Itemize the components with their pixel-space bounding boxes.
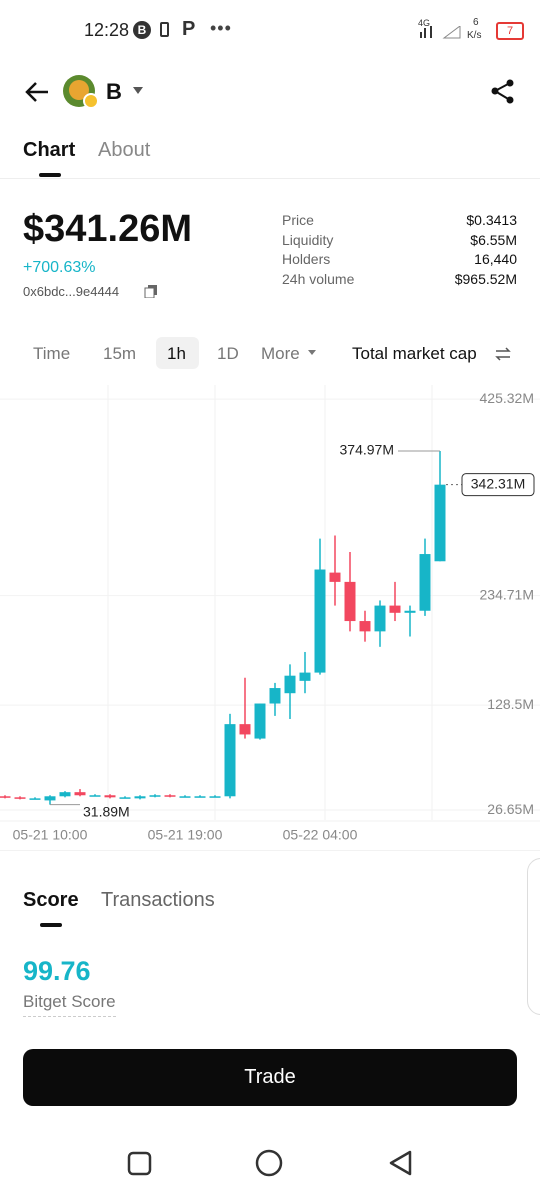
x-tick-label: 05-22 04:00 <box>283 827 358 843</box>
tab-chart[interactable]: Chart <box>23 139 76 161</box>
candle-body <box>134 796 146 799</box>
side-widget[interactable] <box>527 858 540 1015</box>
nav-recents[interactable] <box>127 1151 152 1176</box>
candle-body <box>119 797 131 799</box>
stat-label: Price <box>282 212 314 228</box>
more-dots: ••• <box>210 18 232 38</box>
candle-body <box>74 792 86 796</box>
interval[interactable]: 1h <box>167 344 186 363</box>
candle-body <box>284 675 296 694</box>
chart: 26.65M 128.5M 234.71M 425.32M 05-21 10:00 05-… <box>0 385 540 843</box>
candle-body <box>59 792 71 797</box>
stat-label: 24h volume <box>282 270 355 287</box>
notif-icon: B <box>133 21 151 39</box>
stat-value: $965.52M <box>454 270 517 287</box>
candle-body <box>344 581 356 622</box>
tab-about[interactable]: About <box>98 139 151 161</box>
candle-body <box>89 795 101 797</box>
interval[interactable]: 15m <box>103 344 137 363</box>
y-tick-label: 234.71M <box>480 586 534 602</box>
back-button[interactable] <box>24 80 50 104</box>
candle-body <box>254 703 266 739</box>
current-label: 342.31M <box>471 475 525 491</box>
notif-icon: P <box>182 18 196 40</box>
candle-body <box>44 796 56 801</box>
divider <box>0 850 540 851</box>
battery: 7 <box>496 22 524 40</box>
candle-body <box>224 724 236 797</box>
x-tick-label: 05-21 10:00 <box>13 827 88 843</box>
candle-body <box>419 554 431 611</box>
candle-body <box>374 605 386 632</box>
interval[interactable]: 1D <box>217 344 239 363</box>
tab-transactions[interactable]: Transactions <box>101 889 215 911</box>
copy-button[interactable] <box>144 284 158 298</box>
tab-score[interactable]: Score <box>23 889 79 911</box>
speed-value: 6 <box>473 17 479 28</box>
stat-value: $0.3413 <box>466 212 517 228</box>
current-box <box>461 473 535 497</box>
speed-unit: K/s <box>467 30 482 41</box>
nav-bar <box>127 1149 412 1177</box>
stat-label: Holders <box>282 251 331 268</box>
candle-body <box>209 796 221 798</box>
candle-body <box>269 688 281 704</box>
candle-body <box>389 605 401 613</box>
nav-back[interactable] <box>389 1150 412 1176</box>
divider <box>0 178 540 179</box>
tab-indicator <box>39 173 61 177</box>
score-value: 99.76 <box>23 956 91 986</box>
candle-body <box>359 621 371 632</box>
candle-body <box>299 672 311 681</box>
candle-body <box>239 724 251 735</box>
token-name: B <box>106 79 122 104</box>
candle-body <box>0 796 11 798</box>
y-tick-label: 26.65M <box>487 801 534 817</box>
candle-body <box>404 610 416 613</box>
candle-body <box>179 796 191 798</box>
address: 0x6bdc...9e4444 <box>23 284 120 299</box>
token-avatar <box>63 75 99 109</box>
time: 12:28 <box>84 20 130 40</box>
score-label[interactable]: Bitget Score <box>23 992 116 1017</box>
interval[interactable]: More <box>261 344 300 363</box>
notif-icon-sim <box>160 22 169 37</box>
candle-body <box>14 797 26 799</box>
dropdown-caret[interactable] <box>132 86 144 96</box>
candle-body <box>29 798 41 800</box>
signal-icons <box>420 26 461 39</box>
more-caret <box>308 350 316 355</box>
tab-indicator <box>40 923 62 927</box>
y-tick-label: 425.32M <box>480 390 534 406</box>
swap-icon[interactable] <box>495 347 511 361</box>
change: +700.63% <box>23 259 96 276</box>
max-label: 374.97M <box>340 442 394 458</box>
interval-highlight <box>156 337 199 369</box>
candle-body <box>434 484 446 562</box>
candle-body <box>164 795 176 797</box>
metric[interactable]: Total market cap <box>352 344 477 363</box>
candle-body <box>314 569 326 673</box>
nav-home[interactable] <box>255 1149 283 1177</box>
stat-label: Liquidity <box>282 231 334 248</box>
share-button[interactable] <box>490 79 516 105</box>
y-tick-label: 128.5M <box>487 696 534 712</box>
candle-body <box>329 572 341 582</box>
market-cap: $341.26M <box>23 208 193 250</box>
min-label: 31.89M <box>83 803 130 819</box>
trade-button[interactable]: Trade <box>23 1049 517 1106</box>
network: 4G <box>418 18 431 28</box>
stat-value: 16,440 <box>474 251 517 268</box>
candle-body <box>194 796 206 798</box>
candle-body <box>149 795 161 797</box>
stat-value: $6.55M <box>470 231 517 248</box>
x-tick-label: 05-21 19:00 <box>148 827 223 843</box>
interval[interactable]: Time <box>33 344 71 363</box>
candle-body <box>104 795 116 798</box>
